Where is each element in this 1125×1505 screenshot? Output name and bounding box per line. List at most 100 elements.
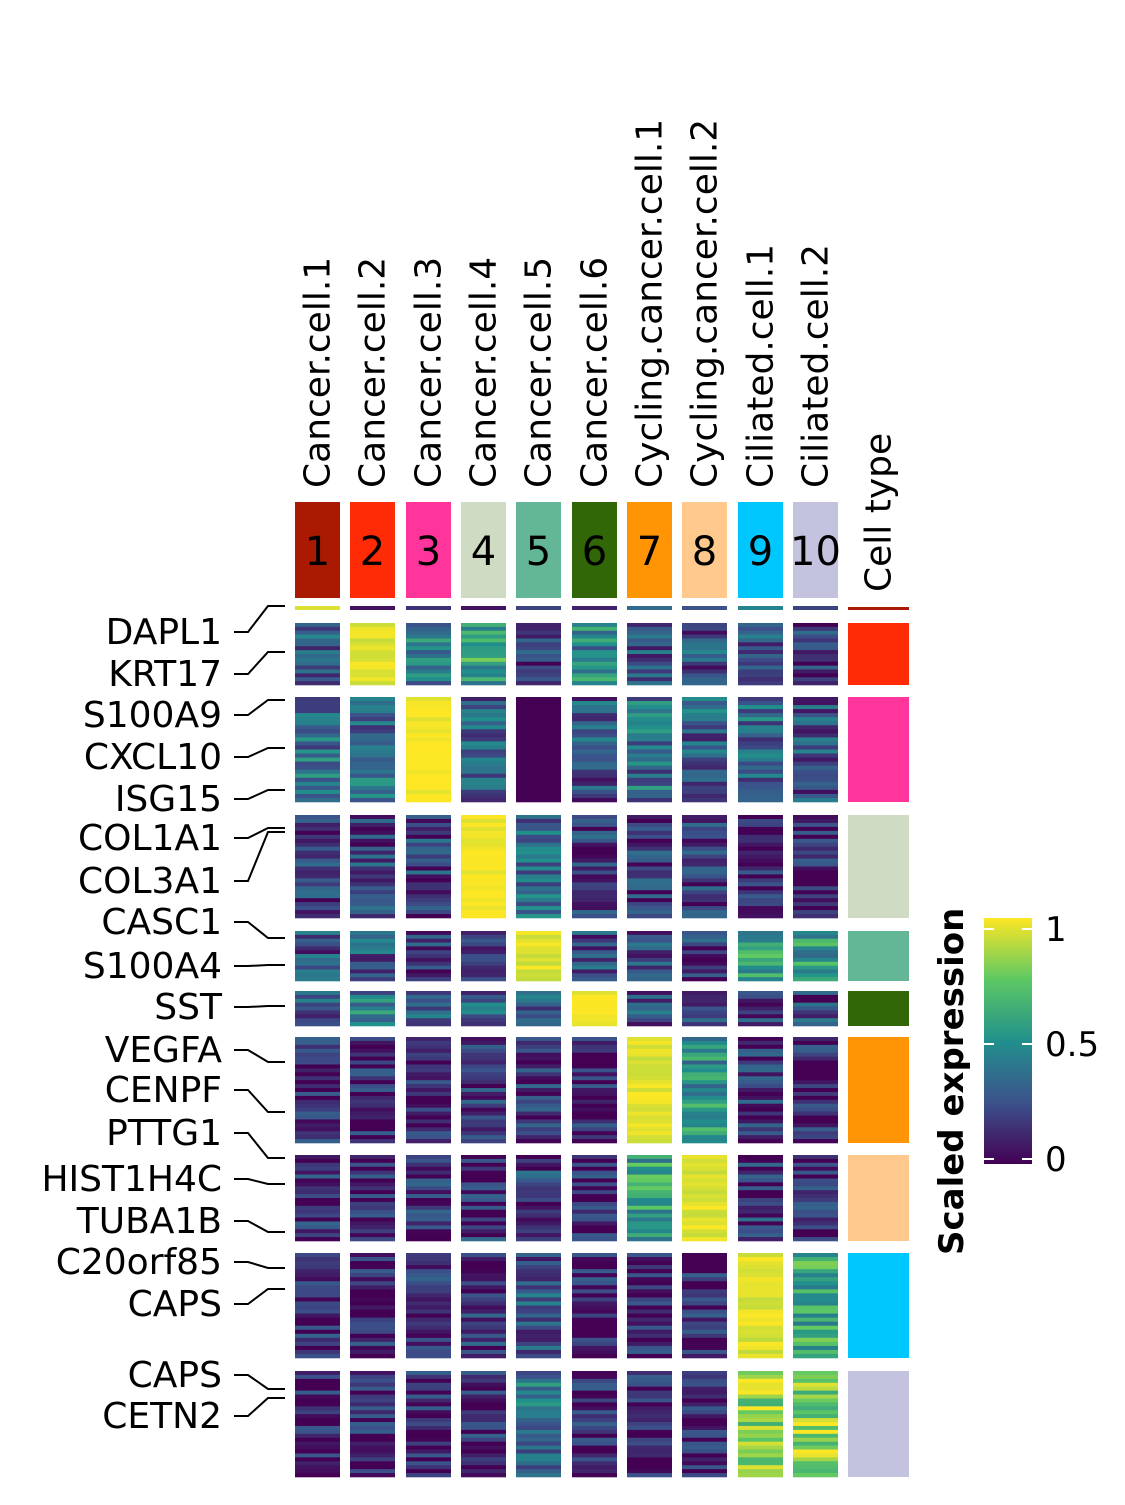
heatmap-cell-row [295, 961, 340, 966]
heatmap-cell-row [793, 1002, 838, 1007]
heatmap-cell-row [295, 991, 340, 996]
heatmap-cell-row [295, 705, 340, 710]
gene-label: HIST1H4C [41, 1159, 222, 1200]
heatmap-cell-row [461, 818, 506, 824]
heatmap-cell-row [406, 1349, 451, 1355]
heatmap-cell-row [295, 785, 340, 791]
column-number-boxes: 1 2 3 4 5 6 7 8 9 10 [295, 502, 841, 598]
heatmap-cell-row [738, 994, 783, 1000]
gene-connector-line [234, 964, 285, 967]
heatmap-cell-row [793, 1422, 838, 1427]
heatmap-cell-row [627, 1317, 672, 1322]
heatmap-cell-row [572, 673, 617, 678]
heatmap-cell-row [461, 1155, 506, 1160]
heatmap-cell-row [295, 846, 340, 851]
heatmap-cell-row [572, 1237, 617, 1242]
heatmap-cell-row [461, 1166, 506, 1171]
heatmap-cell-row [516, 1080, 561, 1085]
heatmap-cell-row [572, 1429, 617, 1435]
heatmap-cell-row [738, 634, 783, 639]
heatmap-cell-row [682, 1170, 727, 1175]
gene-connector-line [234, 1132, 285, 1159]
heatmap-cell-row [406, 1040, 451, 1046]
heatmap-cell-row [516, 773, 561, 779]
heatmap-cell-row [350, 713, 395, 718]
heatmap-cell-row [350, 957, 395, 963]
heatmap-cell-row [738, 1457, 783, 1462]
heatmap-cell-row [295, 733, 340, 738]
heatmap-cell-row [627, 1229, 672, 1234]
heatmap-cell-row [461, 1186, 506, 1191]
heatmap-cell-row [572, 870, 617, 875]
heatmap-cell-row [627, 1014, 672, 1019]
heatmap-cell-row [793, 878, 838, 883]
heatmap-cell-row [627, 870, 672, 875]
gene-label: ISG15 [115, 779, 222, 820]
heatmap-cell-row [406, 630, 451, 635]
heatmap-cell-row [406, 965, 451, 970]
heatmap-cell-row [295, 1371, 340, 1376]
heatmap-cell-row [350, 725, 395, 730]
heatmap-cell-row [793, 769, 838, 775]
heatmap-cell-row [572, 1064, 617, 1069]
heatmap-cell-row [295, 1099, 340, 1105]
heatmap-cell-row [406, 886, 451, 891]
heatmap-cell-row [461, 1402, 506, 1407]
heatmap-cell-row [738, 1445, 783, 1450]
heatmap-cell-row [682, 626, 727, 632]
heatmap-cell-row [295, 1119, 340, 1124]
heatmap-cell-row [461, 1217, 506, 1222]
heatmap-cell-row [295, 654, 340, 659]
heatmap-cell-row [350, 858, 395, 863]
heatmap-cell-row [406, 991, 451, 996]
gene-label: S100A9 [83, 695, 222, 736]
heatmap-cell-row [793, 882, 838, 887]
heatmap-cell-row [738, 729, 783, 734]
heatmap-cell-row [627, 1473, 672, 1478]
heatmap-cell-row [793, 1425, 838, 1431]
heatmap-cell-row [793, 874, 838, 879]
heatmap-cell-row [516, 866, 561, 871]
heatmap-cell-row [406, 1410, 451, 1415]
heatmap-cell-row [572, 1253, 617, 1258]
heatmap-cell-row [350, 874, 395, 879]
heatmap-cell-row [295, 1257, 340, 1262]
heatmap-cell-row [516, 1052, 561, 1057]
heatmap-cell-row [516, 882, 561, 887]
heatmap-cell-row [572, 654, 617, 659]
heatmap-cell-row [682, 1321, 727, 1326]
heatmap-cell-row [738, 1186, 783, 1191]
heatmap-cell-row [572, 1217, 617, 1222]
heatmap-cell-row [793, 1052, 838, 1057]
heatmap-cell-row [627, 1060, 672, 1065]
heatmap-cell-row [572, 1261, 617, 1266]
heatmap-cell-row [682, 1410, 727, 1415]
heatmap-cell-row [793, 969, 838, 974]
heatmap-cell-row [516, 1135, 561, 1140]
heatmap-cell-row [350, 1037, 395, 1042]
heatmap-cell-row [682, 1394, 727, 1399]
heatmap-cell-row [461, 697, 506, 702]
heatmap-cell-row [295, 965, 340, 970]
heatmap-cell-row [406, 654, 451, 659]
heatmap-cell-row [350, 681, 395, 686]
heatmap-cell-row [682, 1277, 727, 1282]
heatmap-cell-row [406, 1002, 451, 1007]
heatmap-cell-row [406, 822, 451, 828]
heatmap-cell-row [738, 850, 783, 855]
cell-type-annotation-block [848, 991, 909, 1026]
heatmap-cell [406, 606, 451, 610]
heatmap-cell-row [406, 1080, 451, 1085]
heatmap-cell-row [793, 669, 838, 674]
heatmap-cell-row [793, 1076, 838, 1081]
heatmap-cell-row [350, 1378, 395, 1384]
heatmap-cell-row [793, 906, 838, 911]
heatmap-cell-row [516, 721, 561, 726]
heatmap-cell-row [350, 973, 395, 978]
heatmap-cell-row [406, 753, 451, 758]
heatmap-cell-row [406, 1006, 451, 1011]
heatmap-cell-row [738, 1345, 783, 1351]
heatmap-cell-row [350, 1182, 395, 1187]
heatmap-cell-row [793, 1139, 838, 1144]
heatmap-cell-row [738, 681, 783, 686]
